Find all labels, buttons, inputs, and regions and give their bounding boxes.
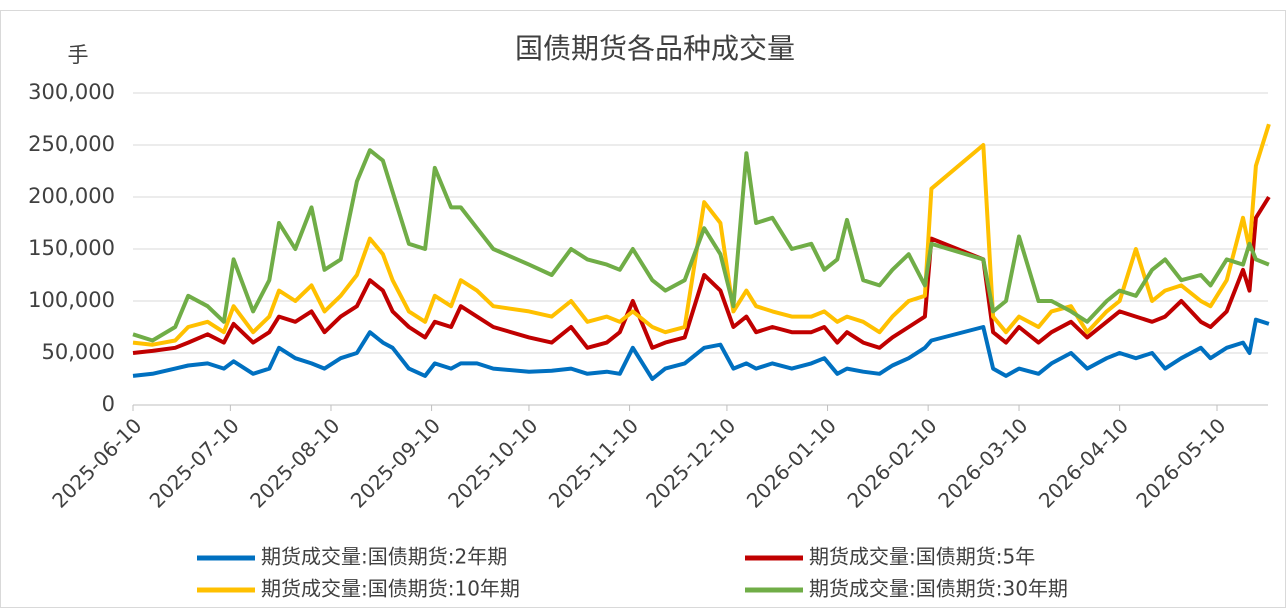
series-line — [132, 317, 1270, 381]
legend-label: 期货成交量:国债期货:5年 — [809, 545, 1035, 569]
frame — [0, 10, 1286, 608]
y-tick-label: 0 — [102, 392, 115, 416]
legend-label: 期货成交量:国债期货:2年期 — [261, 545, 507, 569]
y-tick-label: 250,000 — [28, 132, 115, 156]
y-tick-label: 150,000 — [28, 236, 115, 260]
y-tick-label: 200,000 — [28, 184, 115, 208]
chart-title: 国债期货各品种成交量 — [515, 32, 795, 65]
y-axis-label: 手 — [68, 43, 89, 67]
y-tick-label: 100,000 — [28, 288, 115, 312]
series-line — [132, 195, 1271, 355]
legend-label: 期货成交量:国债期货:10年期 — [261, 577, 520, 601]
y-tick-label: 300,000 — [28, 80, 115, 104]
series-line — [132, 148, 1270, 343]
y-tick-label: 50,000 — [42, 340, 115, 364]
legend-label: 期货成交量:国债期货:30年期 — [809, 577, 1068, 601]
series-line — [132, 123, 1271, 347]
